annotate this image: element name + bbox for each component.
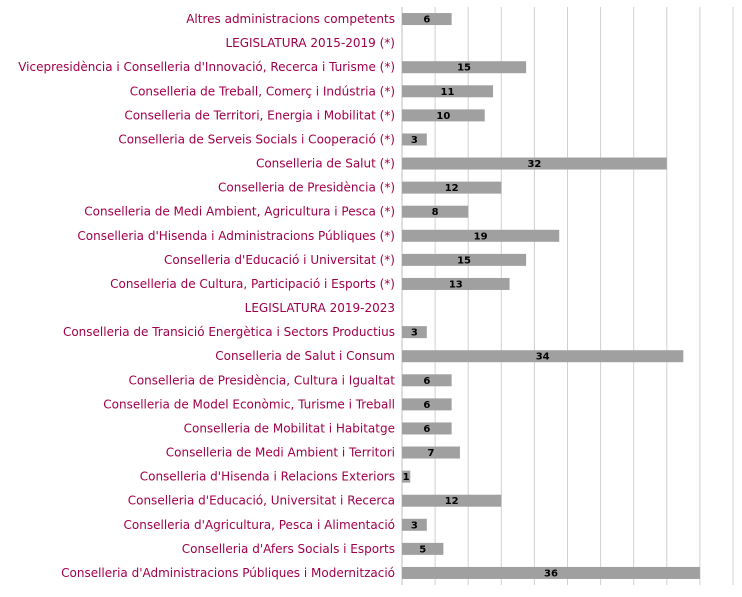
bar bbox=[402, 157, 667, 170]
section-header-label: LEGISLATURA 2015-2019 (*) bbox=[225, 36, 395, 50]
bar bbox=[402, 470, 411, 483]
value-labels: 6 15 11 10 3 32 12 8 19 15 13 3 34 6 6 6 7 1 12 3 5 36 bbox=[403, 15, 558, 580]
section-header-label: LEGISLATURA 2019-2023 bbox=[245, 301, 395, 315]
data-label: 11 bbox=[441, 87, 455, 98]
data-label: 15 bbox=[457, 255, 471, 266]
bar bbox=[402, 446, 460, 459]
category-label: Conselleria d'Administracions Públiques … bbox=[61, 566, 395, 580]
category-label: Conselleria de Presidència, Cultura i Ig… bbox=[128, 373, 395, 387]
data-label: 10 bbox=[436, 111, 450, 122]
bars bbox=[402, 13, 700, 579]
data-label: 5 bbox=[419, 544, 426, 555]
bar bbox=[402, 181, 502, 194]
data-label: 6 bbox=[423, 424, 430, 435]
category-label: Conselleria de Medi Ambient, Agricultura… bbox=[84, 205, 395, 219]
category-label: Conselleria d'Hisenda i Administracions … bbox=[77, 229, 395, 243]
category-label: Conselleria d'Afers Socials i Esports bbox=[182, 542, 395, 556]
bar bbox=[402, 326, 427, 339]
category-labels: Altres administracions competents LEGISLA… bbox=[18, 12, 395, 580]
category-label: Conselleria de Territori, Energia i Mobi… bbox=[124, 108, 395, 122]
bar bbox=[402, 85, 494, 98]
bar bbox=[402, 253, 527, 266]
category-label: Conselleria de Model Econòmic, Turisme i… bbox=[103, 397, 395, 411]
category-label: Conselleria de Cultura, Participació i E… bbox=[110, 277, 395, 291]
category-label: Conselleria de Transició Energètica i Se… bbox=[63, 325, 395, 339]
data-label: 32 bbox=[527, 159, 541, 170]
data-label: 1 bbox=[403, 472, 410, 483]
category-label: Conselleria de Mobilitat i Habitatge bbox=[184, 421, 395, 435]
gridlines bbox=[401, 7, 734, 585]
bar bbox=[402, 277, 510, 290]
bar bbox=[402, 61, 527, 74]
category-label: Conselleria de Medi Ambient i Territori bbox=[166, 446, 395, 460]
data-label: 12 bbox=[445, 496, 459, 507]
bar bbox=[402, 374, 452, 387]
data-label: 6 bbox=[423, 400, 430, 411]
category-label: Conselleria d'Educació i Universitat (*) bbox=[164, 253, 395, 267]
bar bbox=[402, 109, 485, 122]
category-label: Conselleria de Salut i Consum bbox=[215, 349, 395, 363]
data-label: 36 bbox=[544, 568, 558, 579]
bar bbox=[402, 542, 444, 555]
data-label: 6 bbox=[423, 376, 430, 387]
bar bbox=[402, 566, 700, 579]
data-label: 3 bbox=[411, 135, 418, 146]
category-label: Conselleria de Serveis Socials i Coopera… bbox=[118, 132, 395, 146]
data-label: 12 bbox=[445, 183, 459, 194]
category-label: Vicepresidència i Conselleria d'Innovaci… bbox=[18, 60, 395, 74]
data-label: 8 bbox=[432, 207, 439, 218]
data-label: 19 bbox=[474, 231, 488, 242]
category-label: Conselleria de Treball, Comerç i Indústr… bbox=[130, 84, 395, 98]
bar bbox=[402, 133, 427, 146]
bar bbox=[402, 350, 684, 363]
bar bbox=[402, 422, 452, 435]
data-label: 6 bbox=[423, 15, 430, 26]
data-label: 3 bbox=[411, 520, 418, 531]
bar bbox=[402, 518, 427, 531]
category-label: Conselleria d'Hisenda i Relacions Exteri… bbox=[140, 470, 395, 484]
category-label: Conselleria de Salut (*) bbox=[256, 157, 395, 171]
bar bbox=[402, 229, 560, 242]
data-label: 3 bbox=[411, 328, 418, 339]
data-label: 34 bbox=[536, 352, 550, 363]
data-label: 15 bbox=[457, 63, 471, 74]
category-label: Altres administracions competents bbox=[186, 12, 395, 26]
category-label: Conselleria de Presidència (*) bbox=[218, 181, 395, 195]
bar bbox=[402, 13, 452, 26]
bar bbox=[402, 494, 502, 507]
data-label: 13 bbox=[449, 279, 463, 290]
category-label: Conselleria d'Educació, Universitat i Re… bbox=[128, 494, 395, 508]
bar bbox=[402, 398, 452, 411]
bar bbox=[402, 205, 469, 218]
category-label: Conselleria d'Agricultura, Pesca i Alime… bbox=[124, 518, 395, 532]
data-label: 7 bbox=[427, 448, 434, 459]
